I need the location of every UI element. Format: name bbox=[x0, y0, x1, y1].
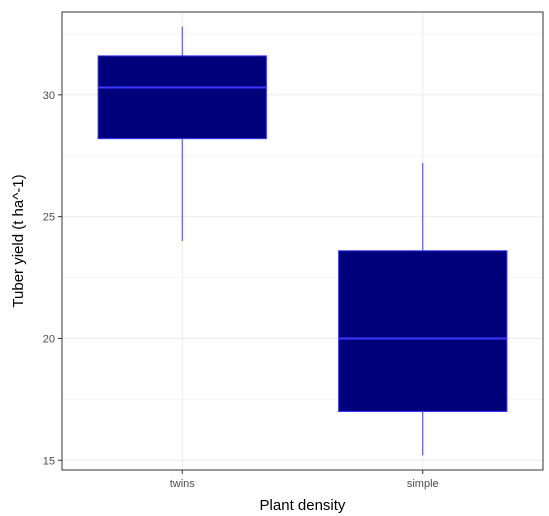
box-twins bbox=[97, 26, 267, 241]
boxes bbox=[97, 26, 508, 456]
panel-border bbox=[61, 11, 544, 471]
x-axis: twins simple bbox=[170, 470, 439, 490]
box-simple bbox=[338, 163, 508, 456]
y-tick-label: 30 bbox=[43, 90, 55, 102]
y-axis-title: Tuber yield (t ha^-1) bbox=[10, 174, 27, 307]
y-axis: 15 20 25 30 bbox=[43, 90, 62, 467]
y-tick-label: 15 bbox=[43, 455, 55, 467]
y-tick-label: 20 bbox=[43, 333, 55, 345]
y-tick-label: 25 bbox=[43, 212, 55, 224]
box-body bbox=[338, 250, 508, 413]
x-tick-label-simple: simple bbox=[407, 478, 439, 490]
x-tick-label-twins: twins bbox=[170, 478, 196, 490]
x-axis-title: Plant density bbox=[260, 497, 346, 514]
box-body bbox=[97, 55, 267, 140]
